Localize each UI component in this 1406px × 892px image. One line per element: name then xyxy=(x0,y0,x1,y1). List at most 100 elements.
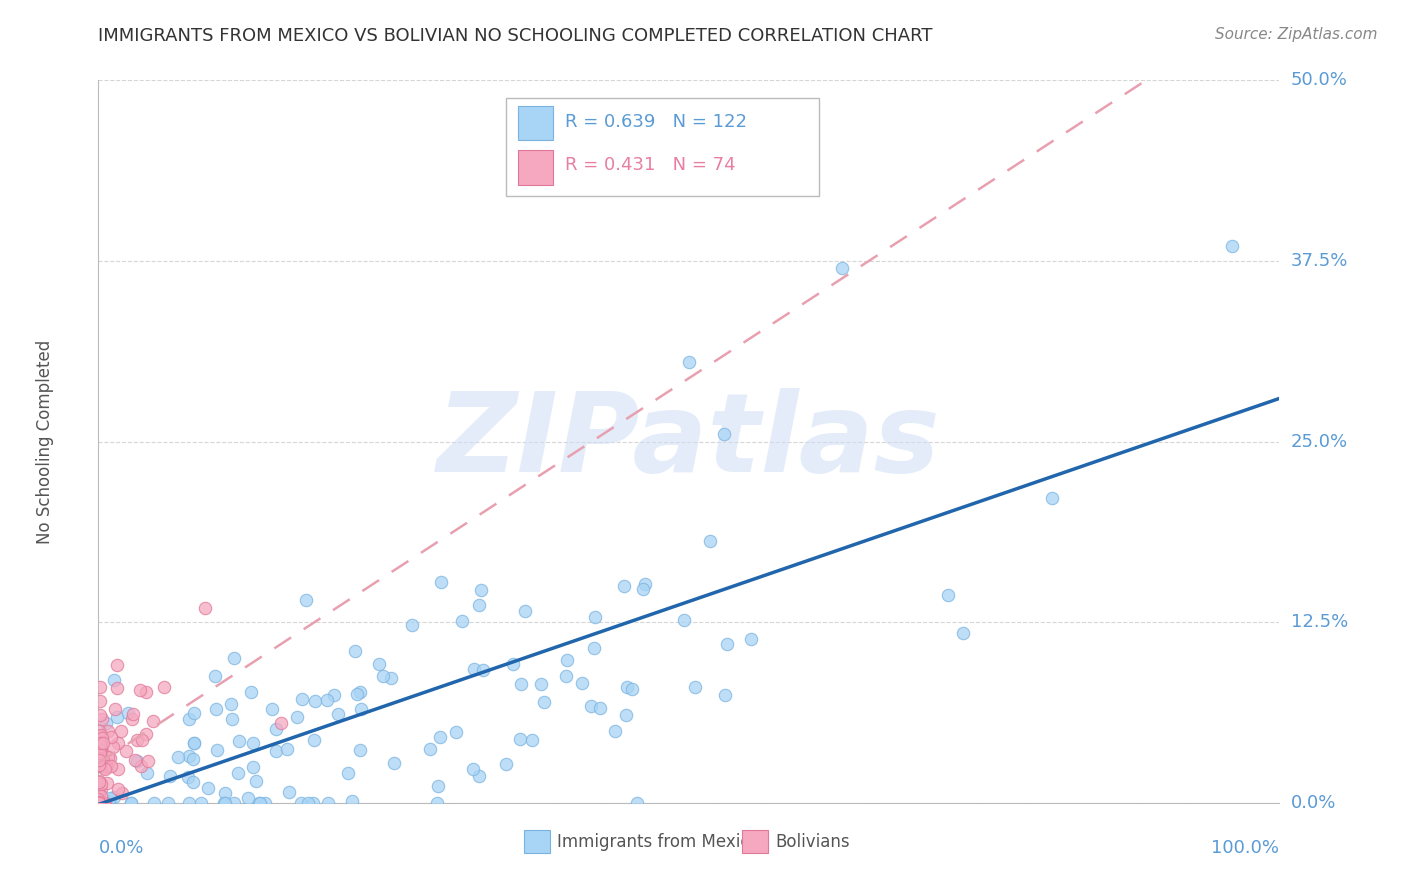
Point xyxy=(138,754,160,768)
Point xyxy=(197,781,219,796)
Point xyxy=(120,796,142,810)
Point xyxy=(616,681,638,695)
Point xyxy=(89,694,111,708)
Point xyxy=(87,724,110,739)
Point xyxy=(222,651,245,665)
Point xyxy=(683,680,706,694)
Point xyxy=(87,796,110,810)
Text: R = 0.431   N = 74: R = 0.431 N = 74 xyxy=(565,156,735,174)
Text: 100.0%: 100.0% xyxy=(1212,838,1279,857)
Point xyxy=(427,779,450,793)
Point xyxy=(131,732,153,747)
Point xyxy=(291,692,314,706)
Point xyxy=(89,745,111,759)
Text: 37.5%: 37.5% xyxy=(1291,252,1348,270)
Point xyxy=(316,796,339,810)
Point xyxy=(183,774,205,789)
Point xyxy=(247,796,270,810)
Point xyxy=(204,669,226,683)
Point xyxy=(242,735,264,749)
Point xyxy=(579,698,602,713)
Point xyxy=(571,676,593,690)
Point xyxy=(90,782,112,797)
Point xyxy=(678,355,700,369)
Point xyxy=(120,796,142,810)
Point xyxy=(1040,491,1063,505)
Point xyxy=(328,706,350,721)
Point xyxy=(135,727,157,741)
Point xyxy=(87,759,110,773)
Point xyxy=(778,174,800,188)
Point xyxy=(87,785,110,799)
Text: ZIPatlas: ZIPatlas xyxy=(437,388,941,495)
Point xyxy=(87,774,110,789)
Point xyxy=(183,736,205,750)
Point xyxy=(87,758,110,772)
Point xyxy=(98,750,121,764)
Point xyxy=(90,739,112,753)
Point xyxy=(520,733,543,747)
Point xyxy=(93,762,115,776)
Point xyxy=(121,712,143,726)
Point xyxy=(614,707,637,722)
Point xyxy=(127,754,149,768)
Point xyxy=(110,724,132,739)
Point xyxy=(294,592,316,607)
Point xyxy=(302,796,325,810)
Point xyxy=(100,759,122,773)
Point xyxy=(93,796,115,810)
Point xyxy=(87,795,110,809)
Point xyxy=(127,733,149,747)
Point xyxy=(105,709,128,723)
Point xyxy=(513,604,536,618)
Point xyxy=(124,754,146,768)
Point xyxy=(426,796,449,810)
Point xyxy=(90,789,112,803)
Point xyxy=(444,725,467,739)
Point xyxy=(91,753,114,767)
Point xyxy=(495,757,517,772)
Point xyxy=(278,785,301,799)
FancyBboxPatch shape xyxy=(506,98,818,196)
Point xyxy=(87,742,110,756)
Point xyxy=(509,731,531,746)
Point xyxy=(349,685,371,699)
Point xyxy=(316,693,339,707)
Bar xyxy=(742,830,768,854)
Point xyxy=(107,735,129,749)
Point xyxy=(344,643,367,657)
Point xyxy=(89,740,111,755)
Point xyxy=(90,731,112,745)
Point xyxy=(219,697,242,711)
Point xyxy=(91,736,114,750)
Point xyxy=(98,796,121,810)
Point xyxy=(699,533,721,548)
Point xyxy=(159,769,181,783)
Point xyxy=(245,773,267,788)
Point xyxy=(470,583,492,598)
Point xyxy=(89,746,111,760)
Point xyxy=(450,614,472,628)
Point xyxy=(240,684,263,698)
Point xyxy=(122,707,145,722)
Point xyxy=(105,681,128,695)
Point xyxy=(129,759,152,773)
Point xyxy=(98,791,121,805)
Text: No Schooling Completed: No Schooling Completed xyxy=(37,340,55,543)
Point xyxy=(87,754,110,768)
Point xyxy=(129,683,152,698)
Point xyxy=(183,736,205,750)
Point xyxy=(238,791,260,805)
Point xyxy=(264,744,287,758)
Point xyxy=(631,582,654,596)
Point xyxy=(555,669,578,683)
Point xyxy=(714,688,737,702)
Point xyxy=(89,680,111,694)
Point xyxy=(589,701,612,715)
Point xyxy=(179,712,201,726)
Point xyxy=(242,760,264,774)
Point xyxy=(107,657,129,672)
Point xyxy=(429,730,451,744)
Point xyxy=(270,716,292,731)
Point xyxy=(87,775,110,789)
